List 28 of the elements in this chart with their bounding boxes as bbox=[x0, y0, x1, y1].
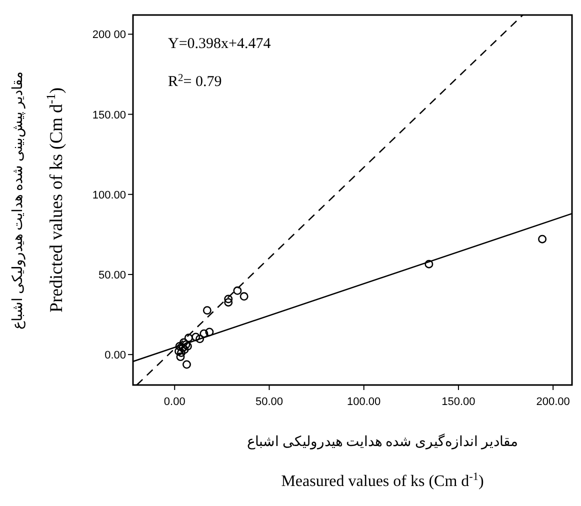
annotation: Y=0.398x+4.474 bbox=[168, 36, 272, 52]
point bbox=[184, 334, 193, 342]
point bbox=[538, 234, 547, 244]
point bbox=[174, 346, 184, 356]
point bbox=[205, 328, 214, 336]
point bbox=[224, 298, 233, 307]
point bbox=[240, 292, 248, 301]
x-tick-label: 150.00 bbox=[442, 396, 476, 408]
point bbox=[224, 294, 233, 304]
y-tick-label: 200 00 bbox=[92, 29, 126, 42]
point bbox=[177, 348, 186, 358]
x-tick-label: 50.00 bbox=[255, 396, 284, 408]
point bbox=[192, 332, 200, 342]
y-tick-label: 100.00 bbox=[92, 189, 126, 202]
point bbox=[233, 286, 242, 295]
point bbox=[202, 306, 212, 315]
point bbox=[196, 334, 204, 344]
y-tick-label: 0.00 bbox=[104, 350, 126, 362]
point bbox=[176, 352, 185, 362]
y-tick-label: 50.00 bbox=[98, 269, 126, 282]
point bbox=[182, 360, 191, 369]
point bbox=[200, 329, 208, 338]
y-tick-label: 150.00 bbox=[92, 109, 126, 122]
x-tick-label: 100.00 bbox=[347, 396, 381, 408]
annotation: R$^{2}$= 0.79 bbox=[168, 72, 222, 90]
point bbox=[424, 260, 434, 268]
x-tick-label: 0.00 bbox=[164, 396, 186, 408]
x-tick-label: 200.00 bbox=[536, 396, 570, 408]
